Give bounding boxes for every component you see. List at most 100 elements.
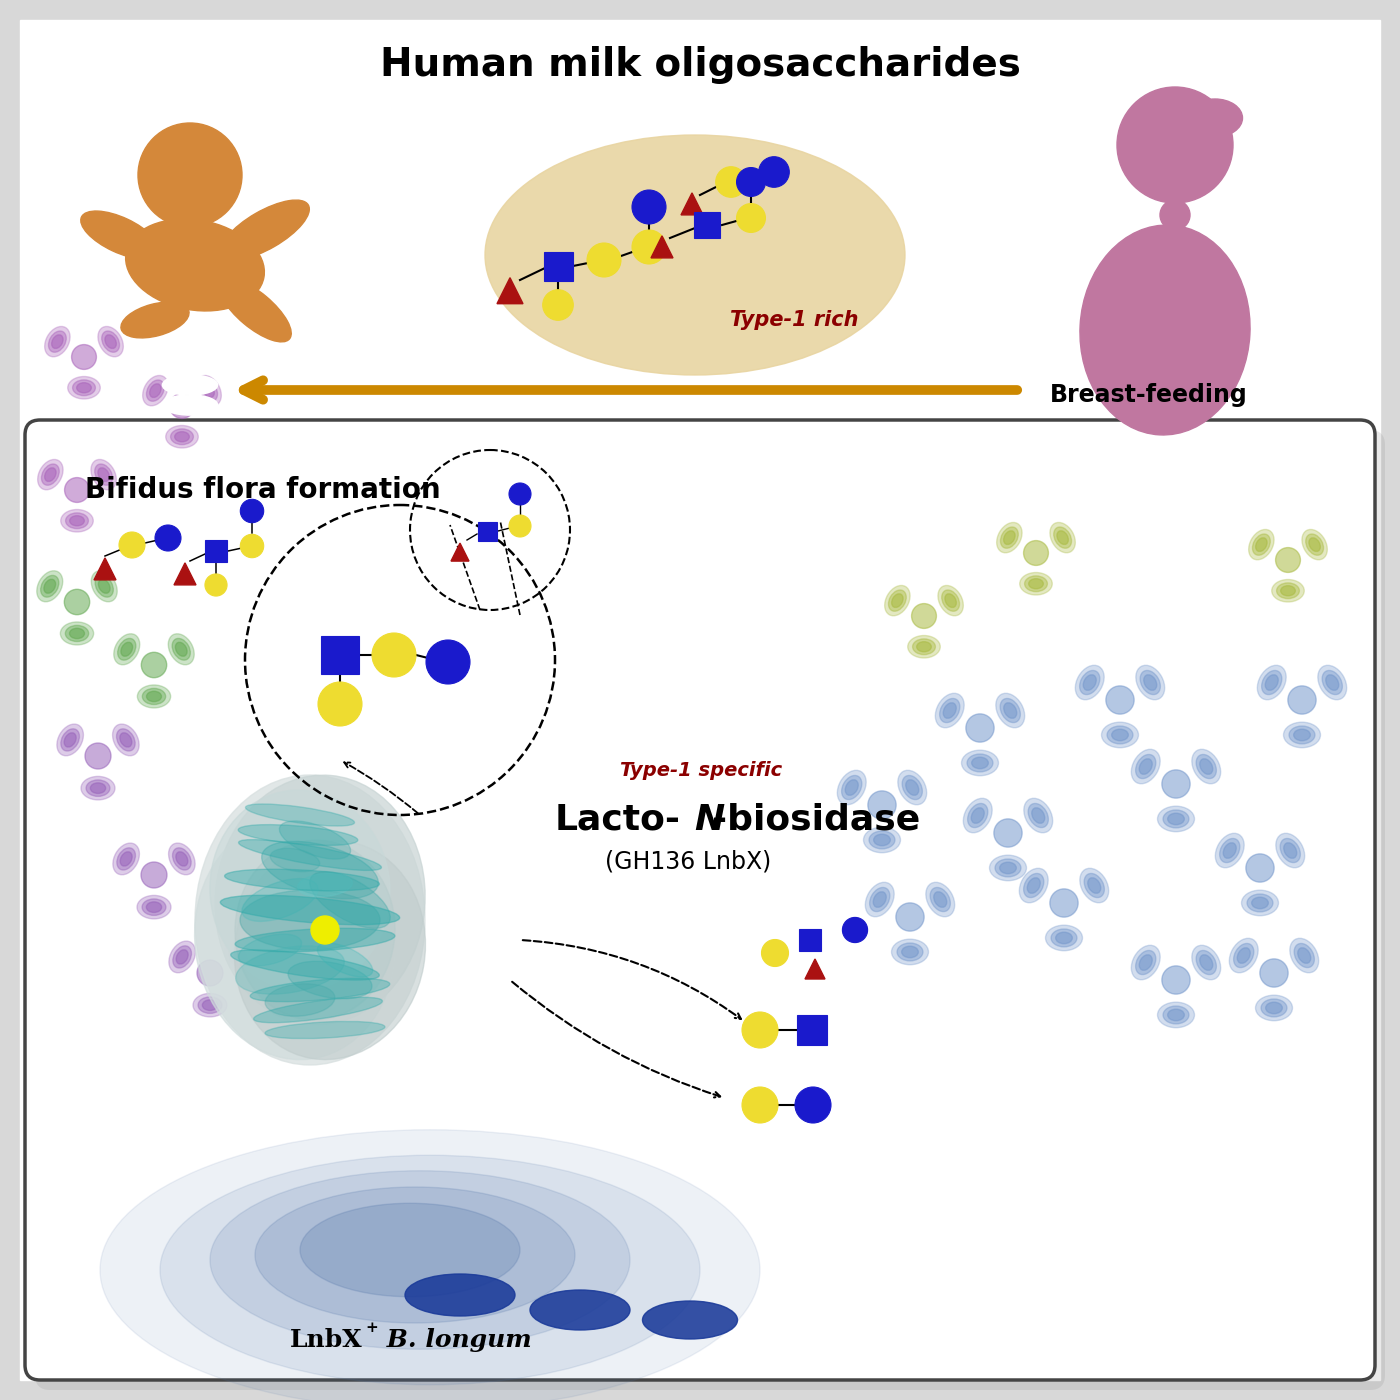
Bar: [477, 522, 497, 540]
Ellipse shape: [1000, 862, 1016, 874]
Ellipse shape: [77, 382, 91, 393]
Ellipse shape: [1004, 531, 1015, 545]
Ellipse shape: [1200, 955, 1212, 970]
Ellipse shape: [67, 377, 101, 399]
Ellipse shape: [265, 1022, 385, 1039]
Ellipse shape: [160, 1155, 700, 1385]
Ellipse shape: [137, 685, 171, 708]
Ellipse shape: [1029, 578, 1043, 589]
Circle shape: [139, 123, 242, 227]
Ellipse shape: [1079, 868, 1109, 903]
Ellipse shape: [892, 594, 903, 608]
Ellipse shape: [232, 949, 244, 965]
Ellipse shape: [195, 776, 426, 1065]
Ellipse shape: [175, 643, 188, 657]
Ellipse shape: [288, 962, 372, 998]
Ellipse shape: [1277, 582, 1299, 599]
Ellipse shape: [120, 302, 189, 337]
Ellipse shape: [846, 780, 858, 795]
Ellipse shape: [118, 638, 136, 661]
Circle shape: [241, 535, 263, 557]
Circle shape: [155, 525, 181, 552]
Circle shape: [311, 916, 339, 944]
Ellipse shape: [147, 692, 161, 701]
Ellipse shape: [168, 634, 195, 665]
Ellipse shape: [1046, 925, 1082, 951]
Ellipse shape: [930, 888, 951, 911]
Text: +: +: [365, 1322, 378, 1336]
Ellipse shape: [238, 934, 301, 966]
Text: B. longum: B. longum: [378, 1329, 532, 1352]
Ellipse shape: [113, 634, 140, 665]
Circle shape: [742, 1012, 778, 1049]
Ellipse shape: [168, 843, 195, 875]
Ellipse shape: [939, 699, 960, 722]
Ellipse shape: [91, 459, 116, 490]
Ellipse shape: [1261, 1000, 1287, 1016]
Ellipse shape: [944, 703, 956, 718]
Ellipse shape: [1028, 804, 1049, 827]
Ellipse shape: [1215, 833, 1245, 868]
Ellipse shape: [1247, 895, 1273, 911]
Ellipse shape: [945, 594, 956, 608]
Ellipse shape: [1019, 573, 1053, 595]
Ellipse shape: [1106, 686, 1134, 714]
Ellipse shape: [1140, 671, 1161, 694]
Bar: [799, 928, 822, 951]
Ellipse shape: [231, 951, 379, 980]
Ellipse shape: [120, 732, 132, 748]
Ellipse shape: [102, 330, 119, 353]
Ellipse shape: [228, 946, 248, 967]
Text: -biosidase: -biosidase: [713, 804, 920, 837]
Ellipse shape: [1289, 938, 1319, 973]
Ellipse shape: [990, 855, 1026, 881]
Ellipse shape: [45, 468, 56, 482]
Ellipse shape: [906, 780, 918, 795]
Ellipse shape: [1246, 854, 1274, 882]
Circle shape: [631, 190, 666, 224]
Ellipse shape: [902, 946, 918, 958]
Ellipse shape: [70, 629, 84, 638]
Ellipse shape: [913, 638, 935, 655]
Ellipse shape: [220, 895, 399, 925]
Circle shape: [715, 167, 746, 197]
Circle shape: [631, 230, 666, 265]
FancyBboxPatch shape: [25, 420, 1375, 1380]
Ellipse shape: [1191, 749, 1221, 784]
Ellipse shape: [1050, 522, 1075, 553]
Ellipse shape: [1233, 944, 1254, 967]
Ellipse shape: [270, 848, 319, 872]
Ellipse shape: [1271, 580, 1305, 602]
Ellipse shape: [1102, 722, 1138, 748]
Ellipse shape: [1161, 200, 1190, 230]
Ellipse shape: [966, 714, 994, 742]
Ellipse shape: [235, 840, 426, 1060]
Ellipse shape: [298, 874, 353, 897]
Circle shape: [204, 574, 227, 596]
Ellipse shape: [643, 1301, 738, 1338]
Ellipse shape: [997, 522, 1022, 553]
Ellipse shape: [235, 928, 395, 952]
Polygon shape: [497, 277, 524, 304]
Ellipse shape: [885, 585, 910, 616]
Ellipse shape: [889, 589, 906, 612]
Polygon shape: [451, 543, 469, 561]
Circle shape: [119, 532, 146, 559]
Ellipse shape: [1280, 839, 1301, 862]
Ellipse shape: [865, 882, 895, 917]
Ellipse shape: [98, 580, 111, 594]
Ellipse shape: [1298, 948, 1310, 963]
Ellipse shape: [218, 279, 291, 342]
Ellipse shape: [45, 326, 70, 357]
Ellipse shape: [1302, 529, 1327, 560]
Ellipse shape: [172, 638, 190, 661]
Ellipse shape: [38, 459, 63, 490]
Ellipse shape: [116, 729, 136, 750]
Ellipse shape: [70, 515, 84, 526]
Ellipse shape: [1317, 665, 1347, 700]
Ellipse shape: [896, 903, 924, 931]
Ellipse shape: [64, 589, 90, 615]
Ellipse shape: [1256, 995, 1292, 1021]
Ellipse shape: [214, 776, 426, 1025]
Bar: [543, 252, 573, 280]
